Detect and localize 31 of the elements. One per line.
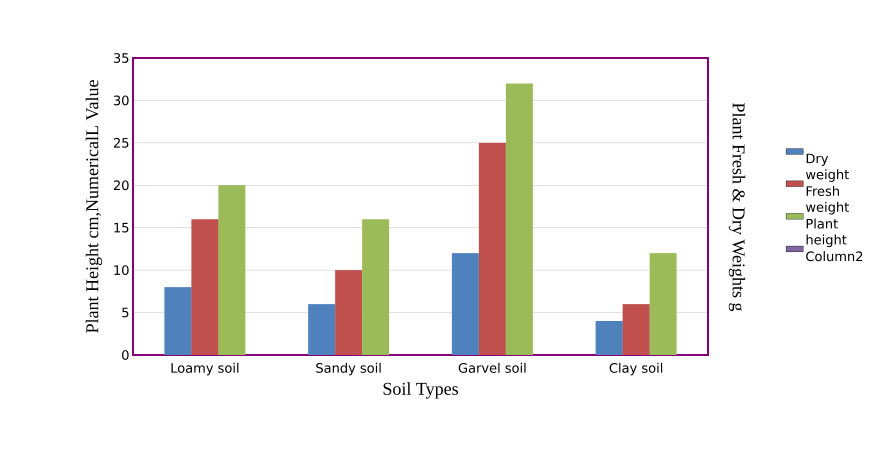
y-tick-label: 0 [122,350,129,360]
y-axis-title: Plant Height cm,NumericalL Value [86,80,102,333]
bar [308,304,336,355]
y-tick-label: 25 [114,138,128,148]
bar [506,83,533,355]
bar [218,185,246,355]
x-tick-label: Garvel soil [458,362,526,373]
legend-label: Fresh weight [806,186,849,214]
y-tick-label: 10 [114,265,129,276]
bar [596,321,623,355]
bar [650,253,677,355]
x-tick-label: Sandy soil [316,362,381,376]
x-tick-label: Clay soil [610,362,662,376]
x-tick-label: Loamy soil [171,362,238,376]
y-tick-label: 35 [114,53,128,63]
legend-label: Plant height [806,218,847,248]
bar [478,142,506,355]
bar [164,287,192,355]
y-tick-label: 5 [122,308,128,318]
bar [452,253,479,355]
bar [335,270,362,355]
y-tick-label: 15 [114,222,128,233]
y2-axis-title: Plant Fresh & Dry Weights g [728,102,746,312]
bar [362,219,390,355]
legend-label: Dry weight [806,154,849,182]
y-tick-label: 30 [114,96,129,106]
legend-label: Column2 [806,251,862,262]
bar [622,304,650,355]
x-axis-title: Soil Types [384,382,458,399]
bar [191,219,218,355]
y-tick-label: 20 [114,180,129,190]
